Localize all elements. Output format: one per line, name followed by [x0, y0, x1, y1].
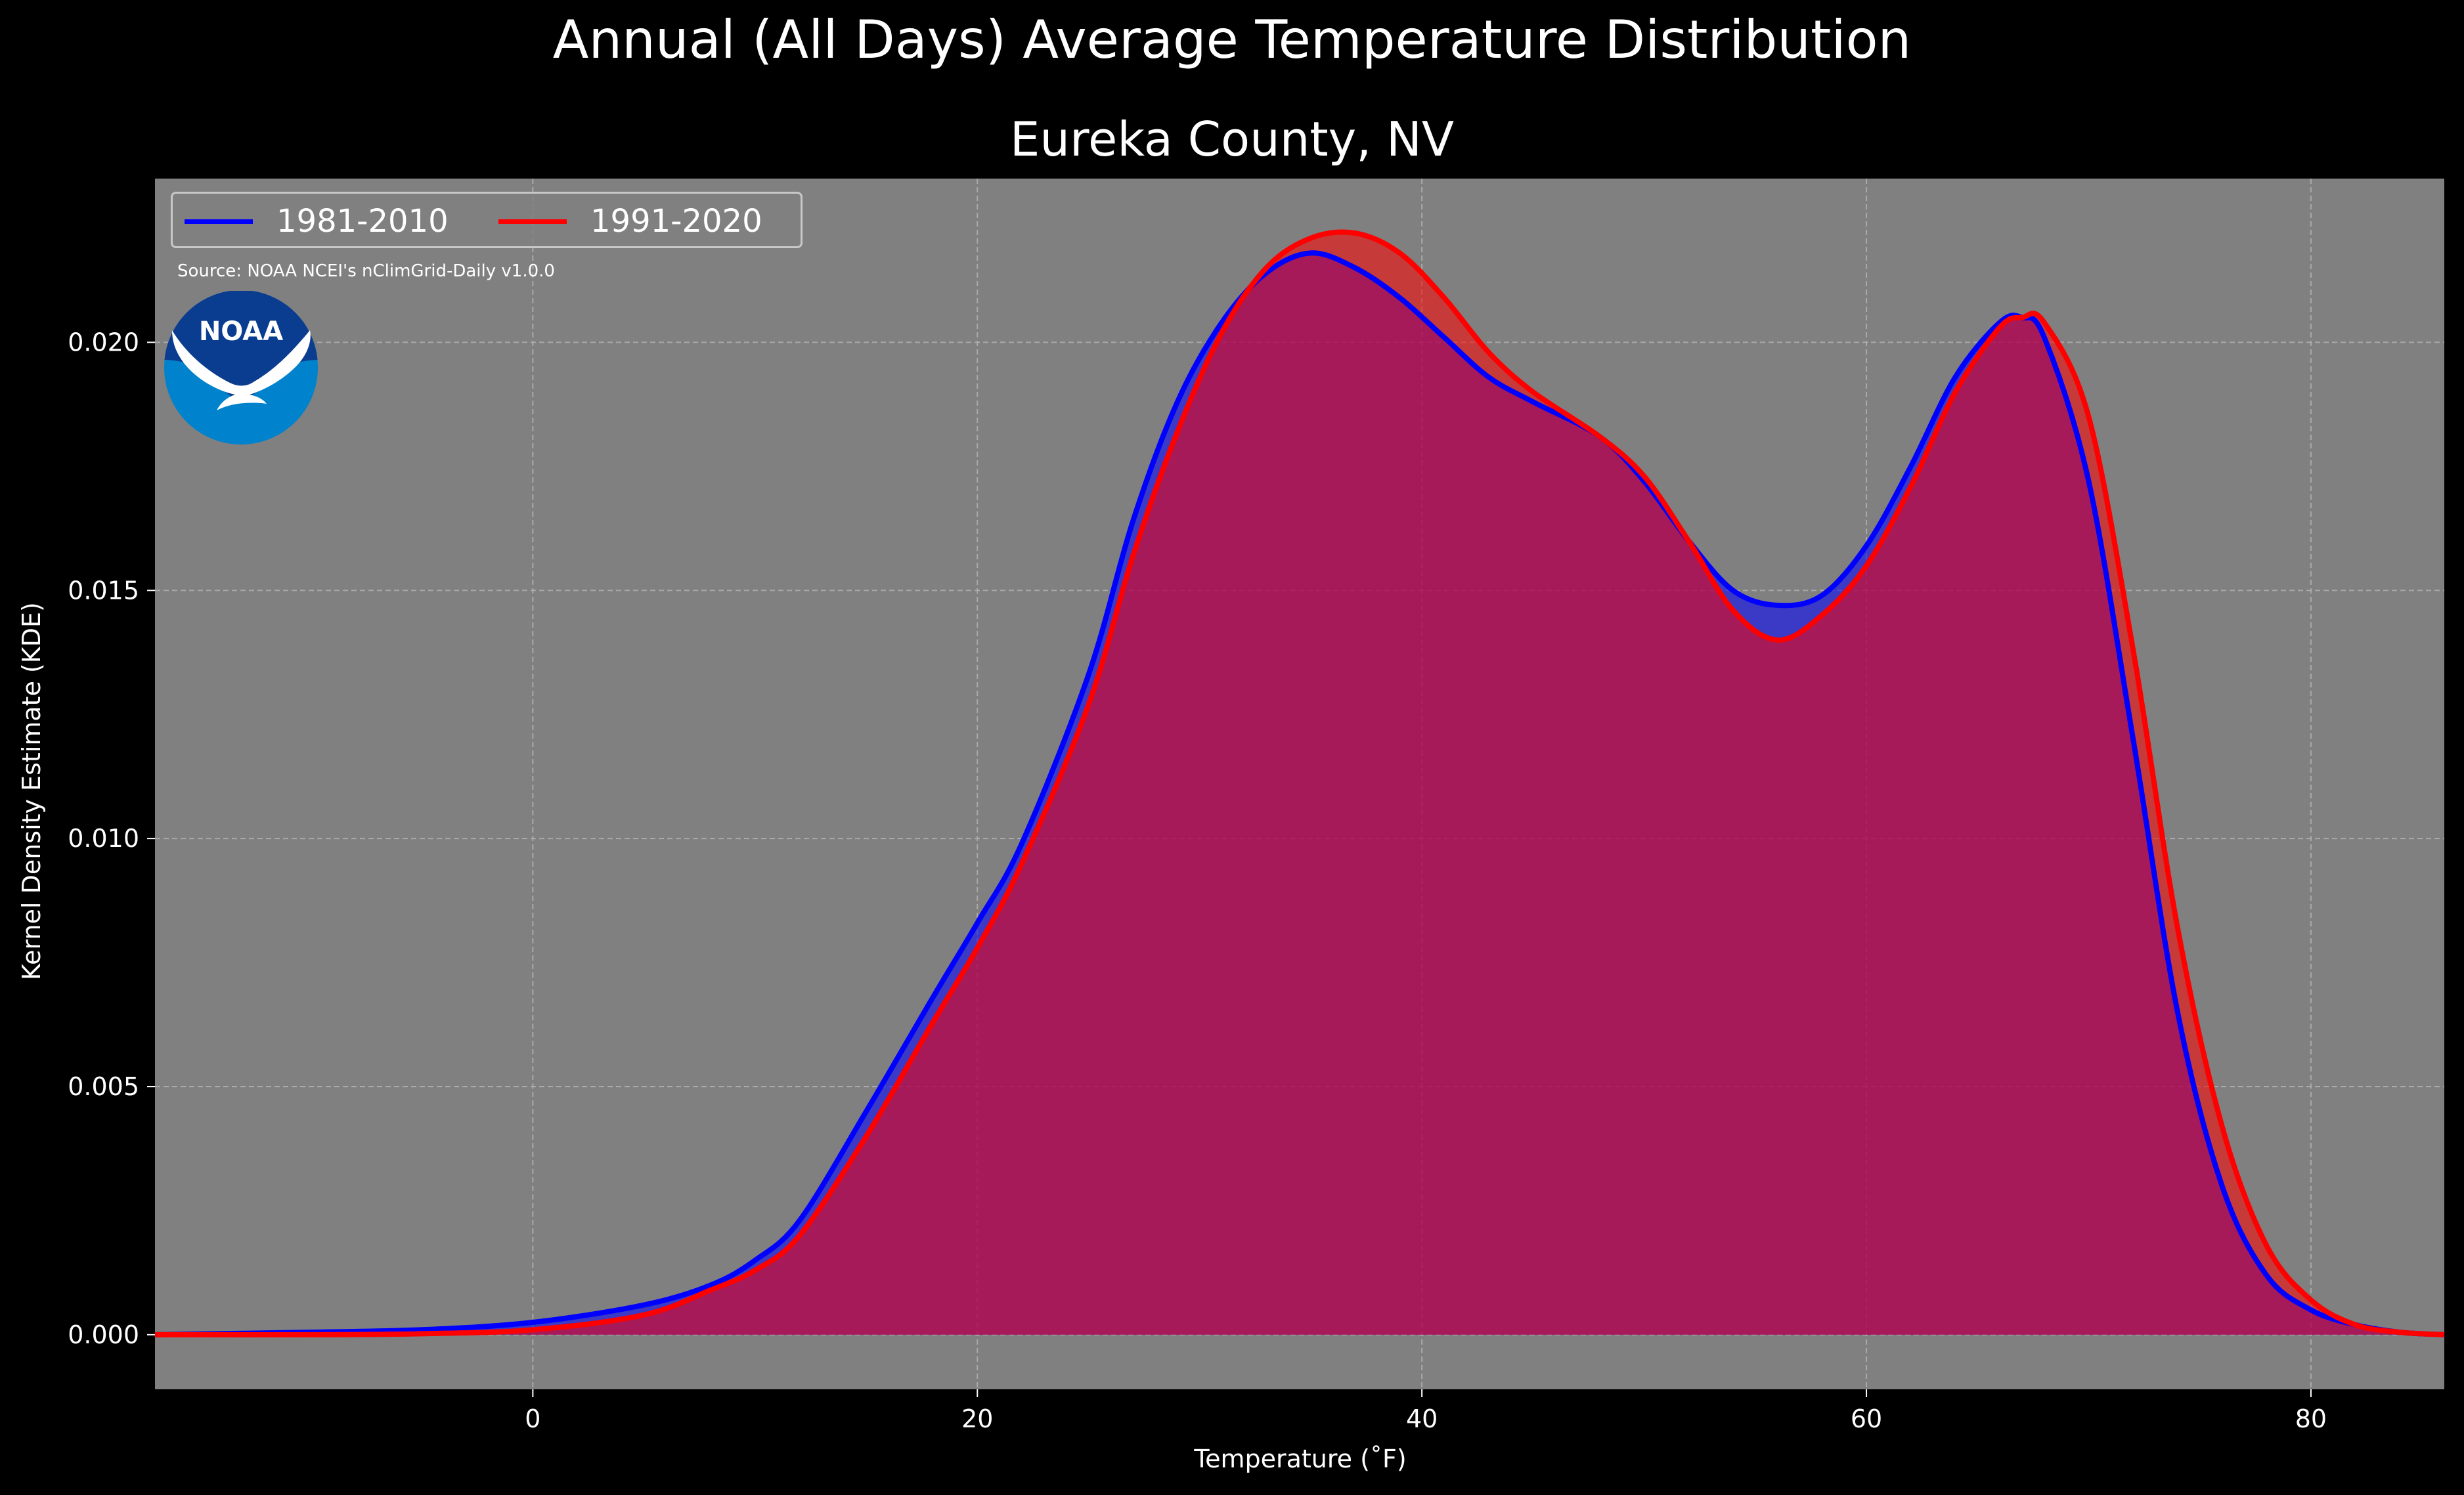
density-series: [154, 229, 2445, 1337]
area-1991-2020: [155, 232, 2444, 1335]
chart-title: Eureka County, NV: [1009, 112, 1455, 167]
x-tick-label: 40: [1406, 1404, 1438, 1433]
source-note: Source: NOAA NCEI's nClimGrid-Daily v1.0…: [177, 261, 555, 281]
x-axis-label: Temperature (˚F): [1194, 1444, 1407, 1473]
axes: 0 20 40 60 80 0.000 0.005 0.010 0.015 0.020: [68, 328, 2327, 1433]
legend-item-1991-2020: 1991-2020: [498, 203, 762, 240]
x-tick-label: 60: [1851, 1404, 1882, 1433]
line-1981-2010: [154, 250, 2445, 1337]
y-tick-label: 0.010: [68, 824, 139, 853]
legend: 1981-2010 1991-2020: [171, 192, 803, 248]
x-tick-label: 80: [2295, 1404, 2327, 1433]
legend-item-1981-2010: 1981-2010: [185, 203, 449, 240]
y-tick-label: 0.020: [68, 328, 139, 357]
y-tick-label: 0.015: [68, 576, 139, 605]
y-tick-label: 0.005: [68, 1072, 139, 1101]
noaa-logo: NOAA: [164, 291, 318, 444]
legend-swatch-1991-2020: [498, 219, 567, 224]
legend-label-1991-2020: 1991-2020: [590, 203, 762, 240]
noaa-logo-text: NOAA: [199, 316, 283, 347]
legend-swatch-1981-2010: [185, 219, 253, 224]
x-tick-label: 20: [961, 1404, 993, 1433]
chart-suptitle: Annual (All Days) Average Temperature Di…: [552, 9, 1912, 70]
line-1991-2020: [154, 229, 2445, 1337]
y-tick-label: 0.000: [68, 1320, 139, 1349]
legend-label-1981-2010: 1981-2010: [276, 203, 449, 240]
y-axis-label: Kernel Density Estimate (KDE): [17, 602, 46, 980]
x-tick-label: 0: [525, 1404, 540, 1433]
